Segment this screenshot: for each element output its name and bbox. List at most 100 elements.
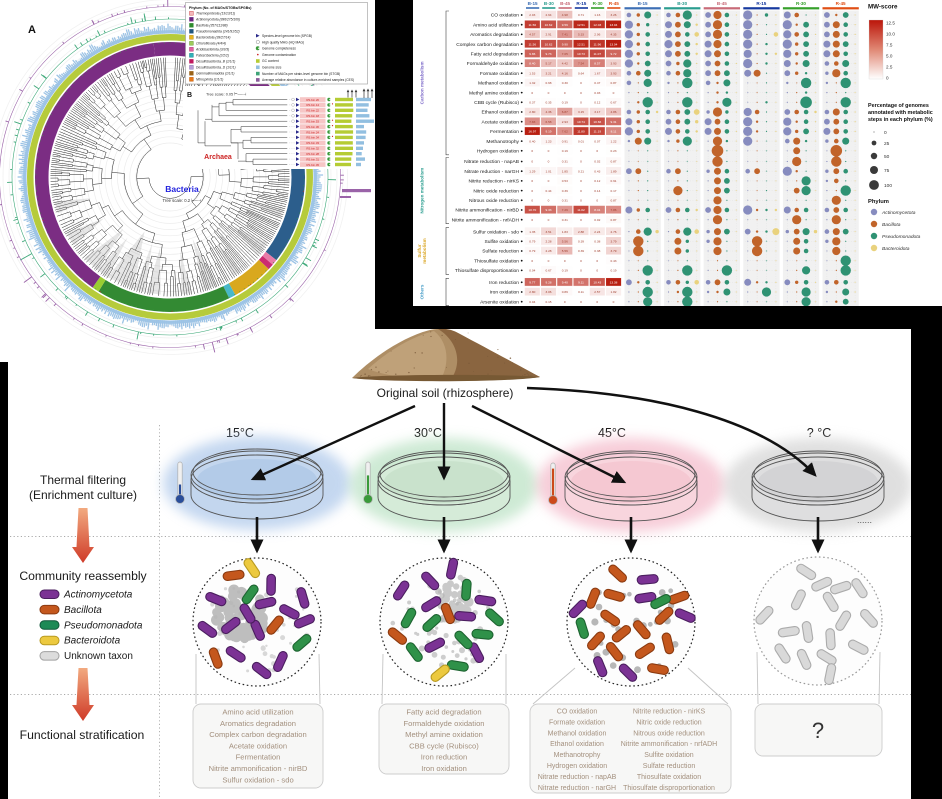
svg-text:0.87: 0.87 (610, 218, 616, 222)
svg-text:10.70: 10.70 (528, 208, 536, 212)
svg-text:3.93: 3.93 (610, 71, 616, 75)
svg-text:0: 0 (548, 218, 550, 222)
svg-text:11.80: 11.80 (577, 130, 585, 134)
svg-text:RS.bin.36: RS.bin.36 (306, 125, 319, 129)
svg-text:Sulfur oxidation - sdo: Sulfur oxidation - sdo (222, 775, 293, 784)
svg-text:0: 0 (580, 91, 582, 95)
svg-text:Fatty acid degradation: Fatty acid degradation (471, 52, 520, 58)
svg-text:1.32: 1.32 (529, 81, 535, 85)
svg-text:Aromatics degradation: Aromatics degradation (470, 32, 519, 38)
svg-text:Pseudomonadota (241/91/52): Pseudomonadota (241/91/52) (196, 30, 240, 34)
svg-text:Tree scale: 0.05 ⊢──⊣: Tree scale: 0.05 ⊢──⊣ (206, 93, 247, 97)
svg-text:Thermal filtering: Thermal filtering (40, 473, 126, 487)
svg-text:0: 0 (531, 91, 533, 95)
svg-text:11.02: 11.02 (577, 208, 585, 212)
svg-text:Nitrate reduction - napAB: Nitrate reduction - napAB (464, 159, 519, 165)
svg-text:Complex carbon degradation: Complex carbon degradation (456, 42, 519, 48)
svg-text:2.76: 2.76 (610, 230, 616, 234)
svg-text:11.56: 11.56 (529, 42, 537, 46)
svg-text:1.83: 1.83 (562, 230, 568, 234)
svg-text:0.31: 0.31 (562, 160, 568, 164)
svg-text:1.23: 1.23 (545, 139, 551, 143)
svg-text:0.19: 0.19 (610, 269, 616, 273)
svg-text:3.79: 3.79 (610, 240, 616, 244)
svg-text:Formaldehyde oxidation: Formaldehyde oxidation (403, 719, 484, 728)
svg-text:75: 75 (884, 168, 890, 174)
svg-text:0: 0 (580, 199, 582, 203)
svg-text:Unknown taxon: Unknown taxon (64, 651, 133, 662)
svg-text:R-15: R-15 (756, 1, 766, 6)
svg-text:annotated with metabolic: annotated with metabolic (868, 110, 933, 116)
svg-text:Amino acid utilization: Amino acid utilization (222, 708, 293, 717)
svg-text:0: 0 (596, 300, 598, 304)
svg-text:6.87: 6.87 (562, 110, 568, 114)
svg-text:0: 0 (613, 91, 615, 95)
svg-text:0.30: 0.30 (562, 81, 568, 85)
svg-text:13.04: 13.04 (610, 23, 618, 27)
svg-text:2.03: 2.03 (529, 13, 535, 17)
svg-text:0.67: 0.67 (545, 269, 551, 273)
svg-text:0: 0 (580, 269, 582, 273)
svg-text:RS.bin.18: RS.bin.18 (306, 114, 319, 118)
svg-text:Average relative abundance in: Average relative abundance in culture-en… (262, 78, 354, 82)
svg-text:0.87: 0.87 (610, 160, 616, 164)
svg-text:Carbon metabolism: Carbon metabolism (420, 61, 425, 104)
svg-text:? °C: ? °C (807, 426, 831, 440)
svg-text:0.39: 0.39 (578, 240, 584, 244)
svg-text:0.38: 0.38 (594, 240, 600, 244)
svg-text:R-15: R-15 (576, 1, 586, 6)
svg-text:RS.bin.31: RS.bin.31 (306, 157, 319, 161)
svg-text:2.91: 2.91 (545, 33, 551, 37)
svg-text:Iron reduction: Iron reduction (489, 280, 519, 286)
svg-text:Thiosulfate oxidation: Thiosulfate oxidation (474, 258, 519, 264)
svg-text:Methyl amine oxidation: Methyl amine oxidation (469, 90, 519, 96)
svg-text:B-15: B-15 (528, 1, 538, 6)
svg-text:1.01: 1.01 (545, 169, 551, 173)
svg-text:9.11: 9.11 (578, 281, 584, 285)
svg-text:0: 0 (531, 259, 533, 263)
svg-text:0: 0 (564, 91, 566, 95)
svg-text:Sulfate reduction: Sulfate reduction (643, 763, 696, 770)
svg-text:Number of MAGs per strain-leve: Number of MAGs per strain-level genome b… (262, 72, 340, 76)
svg-text:0.71: 0.71 (578, 13, 584, 17)
svg-text:steps in each phylum (%): steps in each phylum (%) (868, 117, 933, 123)
svg-text:Fatty acid degradation: Fatty acid degradation (406, 708, 481, 717)
svg-text:0.02: 0.02 (594, 218, 600, 222)
svg-text:1.82: 1.82 (610, 290, 616, 294)
svg-text:0.19: 0.19 (562, 101, 568, 105)
svg-text:100: 100 (884, 183, 892, 189)
svg-text:Bacillota (357/111/88): Bacillota (357/111/88) (196, 24, 228, 28)
svg-text:RS.bin.22: RS.bin.22 (306, 109, 319, 113)
svg-text:0: 0 (596, 149, 598, 153)
svg-text:Tree scale: 0.2 ⊢─⊣: Tree scale: 0.2 ⊢─⊣ (163, 198, 202, 203)
svg-text:1.89: 1.89 (610, 169, 616, 173)
svg-text:10.43: 10.43 (593, 281, 601, 285)
svg-text:Thiosulfate disproportionation: Thiosulfate disproportionation (455, 268, 519, 274)
svg-text:8.40: 8.40 (529, 62, 535, 66)
svg-text:Amino acid utilization: Amino acid utilization (473, 22, 519, 28)
svg-text:0.79: 0.79 (529, 249, 535, 253)
svg-text:0.12: 0.12 (594, 101, 600, 105)
svg-text:0.79: 0.79 (529, 240, 535, 244)
svg-text:Sulfate reduction: Sulfate reduction (482, 249, 519, 255)
svg-text:Methanotrophy: Methanotrophy (486, 139, 519, 145)
svg-text:0: 0 (613, 300, 615, 304)
svg-text:RS.bin.14: RS.bin.14 (306, 103, 319, 107)
svg-text:0.39: 0.39 (578, 249, 584, 253)
svg-text:9.40: 9.40 (562, 281, 568, 285)
svg-text:Nitrous oxide reduction: Nitrous oxide reduction (633, 730, 705, 737)
svg-text:Bacteroidota (38/27/14): Bacteroidota (38/27/14) (196, 36, 230, 40)
svg-text:0: 0 (580, 179, 582, 183)
svg-text:Nitrite reduction - nirKS: Nitrite reduction - nirKS (633, 709, 706, 716)
svg-text:4.42: 4.42 (562, 62, 568, 66)
svg-text:0: 0 (580, 101, 582, 105)
svg-text:0: 0 (548, 259, 550, 263)
svg-text:RS.bin.34: RS.bin.34 (306, 136, 319, 140)
svg-text:0: 0 (884, 130, 887, 136)
svg-text:0.15: 0.15 (545, 300, 551, 304)
svg-text:9.86: 9.86 (529, 52, 535, 56)
svg-text:0: 0 (548, 179, 550, 183)
svg-text:0.23: 0.23 (610, 149, 616, 153)
svg-text:9.77: 9.77 (529, 281, 535, 285)
svg-text:0: 0 (531, 199, 533, 203)
